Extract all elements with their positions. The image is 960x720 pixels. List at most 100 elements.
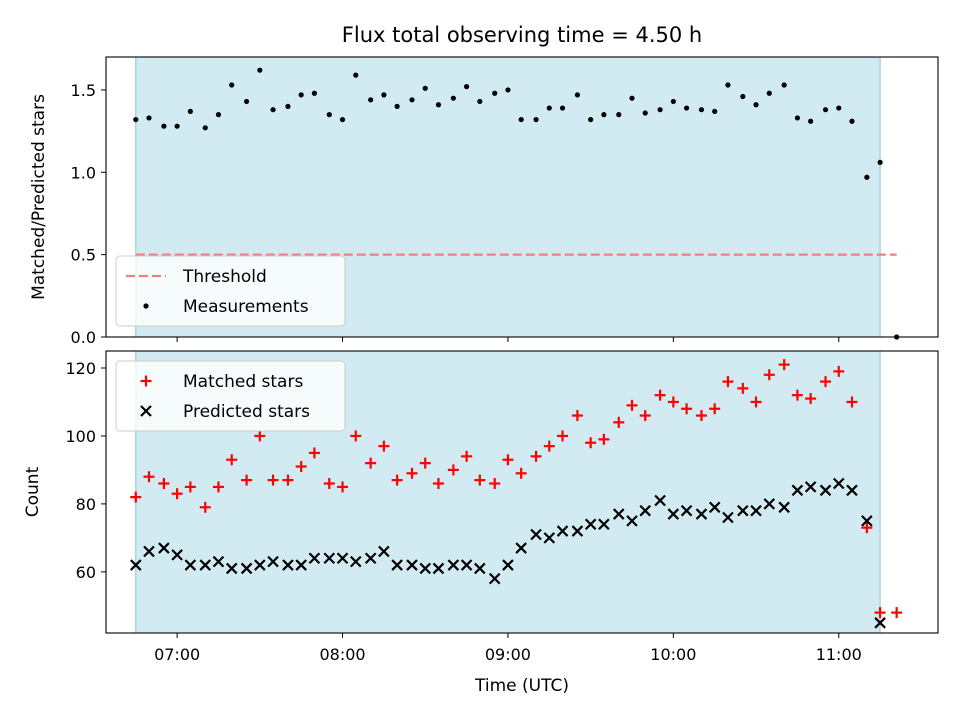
count-point-1-3 [171,549,183,561]
count-point-1-39 [667,508,680,520]
ratio-point-0-51 [836,105,842,111]
count-point-1-18 [378,545,390,558]
count-point-0-16 [350,430,362,442]
ratio-point-0-39 [670,98,676,105]
count-point-1-17 [364,552,377,565]
count-point-0-14 [323,478,335,490]
count-point-1-16 [349,555,362,568]
count-point-1-37-b [639,504,652,517]
count-point-0-1 [143,471,155,483]
ratio-point-0-33 [588,116,594,123]
ratio-legend-label-1: Measurements [183,297,309,317]
count-point-1-42 [708,501,721,514]
count-legend: Matched stars Predicted stars [115,360,346,432]
ratio-point-0-22 [435,102,442,108]
count-point-1-47-b [778,501,790,514]
ratio-point-0-18 [381,92,387,98]
count-point-1-30 [543,532,556,544]
ratio-point-0-17 [368,97,374,103]
count-point-1-33 [584,518,597,531]
count-point-1-7-b [225,562,238,575]
count-point-1-17-b [364,552,377,565]
count-point-1-52 [846,484,858,497]
count-point-1-34-b [598,518,610,531]
count-point-1-51-b [832,477,845,490]
count-point-0-26 [489,478,501,490]
count-point-1-44 [737,504,749,517]
count-point-1-37 [639,504,652,517]
ratio-panel-y-axis-label: Matched/Predicted stars [29,94,49,300]
count-point-0-36 [626,399,638,411]
count-point-1-19-b [391,559,403,571]
count-point-1-49-b [804,481,817,493]
count-point-1-54 [874,617,886,629]
ratio-y-tick-label-3: 1.5 [71,81,96,100]
x-tick-label-3: 10:00 [650,645,696,664]
count-point-1-9-b [254,559,266,571]
count-point-1-28 [515,542,527,554]
count-point-1-15-b [336,552,349,565]
count-point-1-14-b [323,552,336,565]
count-point-0-4 [184,481,196,493]
count-point-0-43 [722,376,734,388]
count-point-0-6 [212,481,224,493]
count-point-0-23 [447,464,459,476]
count-point-1-41-b [695,508,708,520]
ratio-point-0-12 [298,92,304,98]
count-point-0-7 [226,454,238,466]
count-point-1-12 [295,559,307,571]
count-point-1-4-b [184,559,197,571]
count-point-1-15 [336,552,349,565]
ratio-point-0-31 [559,105,566,111]
ratio-point-0-46 [766,90,772,96]
count-point-1-25-b [474,562,486,575]
count-point-1-28-b [515,542,527,554]
count-point-1-36-b [626,515,638,527]
count-series-predicted-stars [129,477,886,629]
count-point-1-4 [184,559,197,571]
ratio-legend-label-0: Threshold [182,267,267,287]
count-point-1-13 [308,552,321,565]
ratio-point-0-45 [753,102,759,108]
ratio-point-0-3 [174,123,180,129]
x-tick-label-4: 11:00 [816,645,862,664]
count-point-1-48 [791,484,804,497]
ratio-point-0-9 [257,67,263,73]
count-point-1-46 [763,498,776,510]
count-point-1-43-b [722,511,734,524]
ratio-series-measurements [133,67,900,340]
ratio-point-0-6 [215,112,222,118]
ratio-point-0-40 [683,105,690,111]
ratio-point-0-13 [311,90,318,96]
count-point-1-23 [447,559,460,571]
count-point-0-28 [515,467,527,479]
count-point-0-13 [308,447,320,459]
count-point-1-13-b [308,552,321,565]
count-point-0-0 [130,491,142,503]
ratio-legend: Threshold Measurements [115,255,346,327]
ratio-point-0-21 [422,85,428,91]
count-point-1-8-b [240,562,253,575]
ratio-point-0-32 [574,92,581,98]
x-tick-label-0: 07:00 [154,645,200,664]
count-legend-swatch-0 [140,375,152,387]
count-point-0-3 [171,488,183,500]
count-point-1-29 [530,528,542,541]
count-point-0-55 [891,607,903,619]
count-point-1-20 [406,559,418,571]
count-point-1-34 [598,518,610,531]
count-point-0-20 [406,467,418,479]
ratio-panel: 0.0 0.5 1.0 1.5 Threshold Measurements [71,56,939,347]
ratio-point-0-7 [229,82,235,88]
ratio-point-0-15 [339,116,346,123]
ratio-point-0-29 [533,116,539,123]
ratio-point-0-36 [629,95,635,101]
count-point-1-22-b [432,562,445,575]
ratio-point-0-42 [712,108,718,114]
count-point-0-33 [585,437,597,449]
count-legend-box [115,360,346,432]
count-point-1-2 [158,542,170,554]
count-frame [105,350,939,634]
count-point-1-53-b [861,515,873,527]
ratio-point-0-50 [822,107,829,113]
